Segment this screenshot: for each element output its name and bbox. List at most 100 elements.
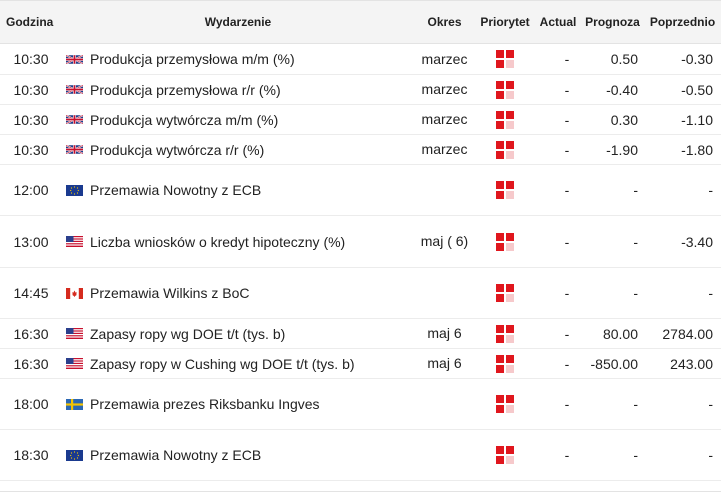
row-time: 12:00 <box>13 182 49 198</box>
row-previous: - <box>708 285 713 301</box>
table-row[interactable]: 14:45 Przemawia Wilkins z BoC - - - <box>0 268 721 319</box>
row-time: 10:30 <box>13 111 49 128</box>
row-forecast: - <box>633 233 638 250</box>
row-event-label[interactable]: Zapasy ropy wg DOE t/t (tys. b) <box>90 325 286 342</box>
row-event[interactable]: Zapasy ropy wg DOE t/t (tys. b) <box>62 319 414 348</box>
priority-high-icon <box>496 395 514 413</box>
row-priority <box>475 75 535 104</box>
row-event[interactable]: Przemawia Nowotny z ECB <box>62 430 414 480</box>
row-priority <box>475 135 535 164</box>
row-actual: - <box>564 396 570 412</box>
row-event-label[interactable]: Produkcja przemysłowa r/r (%) <box>90 81 281 98</box>
row-event[interactable]: Przemawia Wilkins z BoC <box>62 268 414 318</box>
ca-flag-icon <box>66 288 83 299</box>
row-actual: - <box>564 51 570 67</box>
row-actual: - <box>564 355 570 372</box>
row-event-label[interactable]: Liczba wniosków o kredyt hipoteczny (%) <box>90 233 346 250</box>
row-period <box>414 165 475 215</box>
row-time: 10:30 <box>13 81 49 98</box>
row-event-label[interactable]: Przemawia prezes Riksbanku Ingves <box>90 396 320 412</box>
row-event-label[interactable]: Produkcja przemysłowa m/m (%) <box>90 51 295 67</box>
row-previous: 2784.00 <box>662 325 713 342</box>
header-actual[interactable]: Actual <box>539 15 577 29</box>
row-event[interactable]: Zapasy ropy w Cushing wg DOE t/t (tys. b… <box>62 349 414 378</box>
row-forecast: 0.50 <box>610 51 638 67</box>
table-row[interactable]: 10:30 Produkcja wytwórcza m/m (%) marzec - 0… <box>0 105 721 135</box>
header-previous[interactable]: Poprzednio <box>649 15 716 29</box>
row-event-label[interactable]: Zapasy ropy w Cushing wg DOE t/t (tys. b… <box>90 355 355 372</box>
row-period <box>414 430 475 480</box>
row-priority <box>475 44 535 74</box>
priority-high-icon <box>496 50 514 68</box>
row-actual: - <box>564 233 570 250</box>
row-actual: - <box>564 447 570 463</box>
row-event[interactable]: Przemawia prezes Riksbanku Ingves <box>62 379 414 429</box>
row-time: 10:30 <box>13 141 49 158</box>
row-actual: - <box>564 285 570 301</box>
row-event-label[interactable]: Produkcja wytwórcza m/m (%) <box>90 111 279 128</box>
row-actual: - <box>564 325 570 342</box>
row-previous: -1.80 <box>681 141 713 158</box>
row-forecast: -1.90 <box>606 141 638 158</box>
priority-high-icon <box>496 355 514 373</box>
row-event[interactable]: Przemawia Nowotny z ECB <box>62 165 414 215</box>
table-row[interactable]: 10:30 Produkcja przemysłowa r/r (%) marzec… <box>0 75 721 105</box>
row-forecast: - <box>633 285 638 301</box>
row-event[interactable]: Liczba wniosków o kredyt hipoteczny (%) <box>62 216 414 267</box>
table-row[interactable]: 10:30 Produkcja wytwórcza r/r (%) marzec - -… <box>0 135 721 165</box>
row-period: marzec <box>421 50 468 67</box>
priority-high-icon <box>496 181 514 199</box>
row-event-label[interactable]: Przemawia Wilkins z BoC <box>90 285 250 301</box>
row-priority <box>475 349 535 378</box>
row-priority <box>475 216 535 267</box>
priority-high-icon <box>496 233 514 251</box>
header-event[interactable]: Wydarzenie <box>204 15 272 29</box>
table-row[interactable]: 18:30 Przemawia Nowotny z ECB - - - <box>0 430 721 481</box>
row-event[interactable]: Produkcja wytwórcza m/m (%) <box>62 105 414 134</box>
row-priority <box>475 165 535 215</box>
row-period: marzec <box>421 81 468 97</box>
header-priority[interactable]: Priorytet <box>480 15 530 29</box>
row-previous: - <box>708 447 713 463</box>
table-row[interactable]: 18:00 Przemawia prezes Riksbanku Ingves - -… <box>0 379 721 430</box>
row-event[interactable]: Produkcja przemysłowa m/m (%) <box>62 44 414 74</box>
row-period <box>414 379 475 429</box>
header-time[interactable]: Godzina <box>6 15 54 29</box>
row-forecast: 80.00 <box>602 325 638 342</box>
se-flag-icon <box>66 399 83 410</box>
row-priority <box>475 319 535 348</box>
row-time: 18:00 <box>13 396 49 412</box>
row-period <box>414 268 475 318</box>
us-flag-icon <box>66 358 83 369</box>
row-actual: - <box>564 182 570 198</box>
row-event-label[interactable]: Przemawia Nowotny z ECB <box>90 182 262 198</box>
row-event[interactable]: Produkcja przemysłowa r/r (%) <box>62 75 414 104</box>
row-period: maj ( 6) <box>420 233 469 249</box>
row-time: 13:00 <box>13 233 49 250</box>
uk-flag-icon <box>66 114 83 125</box>
row-actual: - <box>564 111 570 128</box>
table-row[interactable]: 10:30 Produkcja przemysłowa m/m (%) marzec… <box>0 44 721 75</box>
header-forecast[interactable]: Prognoza <box>585 15 640 29</box>
row-forecast: - <box>633 447 638 463</box>
row-forecast: -0.40 <box>606 81 638 98</box>
eu-flag-icon <box>66 185 83 196</box>
row-previous: - <box>708 396 713 412</box>
row-period: marzec <box>421 111 468 127</box>
header-period[interactable]: Okres <box>427 15 462 29</box>
table-body: 10:30 Produkcja przemysłowa m/m (%) marzec… <box>0 44 721 481</box>
table-row[interactable]: 13:00 Liczba wniosków o kredyt hipoteczny… <box>0 216 721 268</box>
table-row[interactable]: 12:00 Przemawia Nowotny z ECB - - - <box>0 165 721 216</box>
row-time: 16:30 <box>13 325 49 342</box>
row-previous: - <box>708 182 713 198</box>
row-event[interactable]: Produkcja wytwórcza r/r (%) <box>62 135 414 164</box>
row-forecast: 0.30 <box>610 111 638 128</box>
row-previous: -0.30 <box>681 51 713 67</box>
row-period: maj 6 <box>427 325 462 341</box>
table-row[interactable]: 16:30 Zapasy ropy wg DOE t/t (tys. b) maj … <box>0 319 721 349</box>
table-row[interactable]: 16:30 Zapasy ropy w Cushing wg DOE t/t (t… <box>0 349 721 379</box>
row-event-label[interactable]: Produkcja wytwórcza r/r (%) <box>90 141 265 158</box>
row-priority <box>475 430 535 480</box>
row-event-label[interactable]: Przemawia Nowotny z ECB <box>90 447 262 463</box>
row-forecast: -850.00 <box>590 355 638 372</box>
